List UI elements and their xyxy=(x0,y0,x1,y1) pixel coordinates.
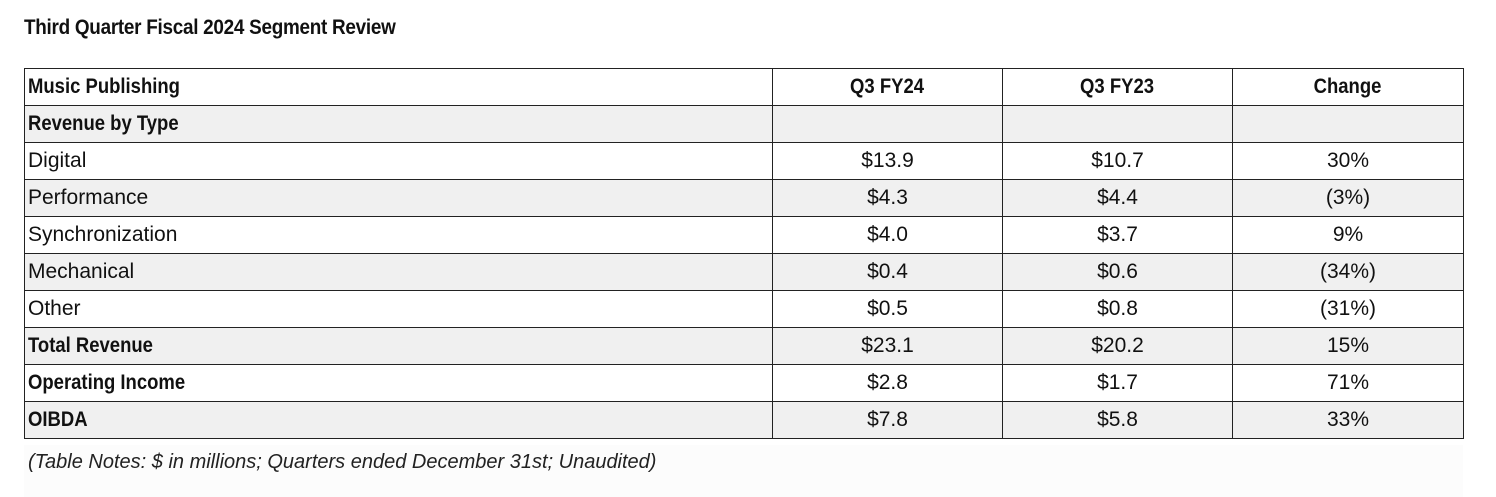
cell-change: 15% xyxy=(1232,327,1464,365)
row-label: Synchronization xyxy=(24,216,773,254)
cell-change: 71% xyxy=(1232,364,1464,402)
table-notes-area: (Table Notes: $ in millions; Quarters en… xyxy=(24,445,1463,497)
cell-change: 30% xyxy=(1232,142,1464,180)
cell-q3-fy24: $0.4 xyxy=(772,253,1003,291)
cell-q3-fy23: $0.8 xyxy=(1002,290,1233,328)
table-row: Mechanical $0.4 $0.6 (34%) xyxy=(24,253,1464,291)
cell-q3-fy23: $1.7 xyxy=(1002,364,1233,402)
cell-q3-fy24 xyxy=(772,105,1003,143)
cell-change: 33% xyxy=(1232,401,1464,439)
cell-change: 9% xyxy=(1232,216,1464,254)
cell-q3-fy24: $4.0 xyxy=(772,216,1003,254)
row-label: Mechanical xyxy=(24,253,773,291)
table-row: Total Revenue $23.1 $20.2 15% xyxy=(24,327,1464,365)
cell-q3-fy23: $3.7 xyxy=(1002,216,1233,254)
cell-q3-fy24: $4.3 xyxy=(772,179,1003,217)
row-label: Performance xyxy=(24,179,773,217)
cell-q3-fy24: $0.5 xyxy=(772,290,1003,328)
cell-change: (31%) xyxy=(1232,290,1464,328)
column-header-segment: Music Publishing xyxy=(24,68,773,106)
table-row: OIBDA $7.8 $5.8 33% xyxy=(24,401,1464,439)
cell-change xyxy=(1232,105,1464,143)
segment-review-table: Music Publishing Q3 FY24 Q3 FY23 Change … xyxy=(24,68,1464,439)
cell-q3-fy23: $0.6 xyxy=(1002,253,1233,291)
column-header-q3-fy23: Q3 FY23 xyxy=(1002,68,1233,106)
table-row: Digital $13.9 $10.7 30% xyxy=(24,142,1464,180)
cell-q3-fy23: $20.2 xyxy=(1002,327,1233,365)
row-label: Revenue by Type xyxy=(24,105,773,143)
cell-q3-fy24: $2.8 xyxy=(772,364,1003,402)
cell-q3-fy23: $5.8 xyxy=(1002,401,1233,439)
cell-q3-fy24: $23.1 xyxy=(772,327,1003,365)
table-row: Operating Income $2.8 $1.7 71% xyxy=(24,364,1464,402)
column-header-q3-fy24: Q3 FY24 xyxy=(772,68,1003,106)
cell-change: (34%) xyxy=(1232,253,1464,291)
page-title: Third Quarter Fiscal 2024 Segment Review xyxy=(24,16,396,39)
cell-q3-fy23: $4.4 xyxy=(1002,179,1233,217)
cell-q3-fy24: $13.9 xyxy=(772,142,1003,180)
row-label: Digital xyxy=(24,142,773,180)
cell-q3-fy23 xyxy=(1002,105,1233,143)
table-row: Performance $4.3 $4.4 (3%) xyxy=(24,179,1464,217)
cell-q3-fy23: $10.7 xyxy=(1002,142,1233,180)
table-header-row: Music Publishing Q3 FY24 Q3 FY23 Change xyxy=(24,68,1464,106)
cell-q3-fy24: $7.8 xyxy=(772,401,1003,439)
row-label: Other xyxy=(24,290,773,328)
cell-change: (3%) xyxy=(1232,179,1464,217)
row-label: Total Revenue xyxy=(24,327,773,365)
table-notes: (Table Notes: $ in millions; Quarters en… xyxy=(28,451,657,473)
table-row: Revenue by Type xyxy=(24,105,1464,143)
table-row: Synchronization $4.0 $3.7 9% xyxy=(24,216,1464,254)
row-label: OIBDA xyxy=(24,401,773,439)
row-label: Operating Income xyxy=(24,364,773,402)
table-row: Other $0.5 $0.8 (31%) xyxy=(24,290,1464,328)
column-header-change: Change xyxy=(1232,68,1464,106)
